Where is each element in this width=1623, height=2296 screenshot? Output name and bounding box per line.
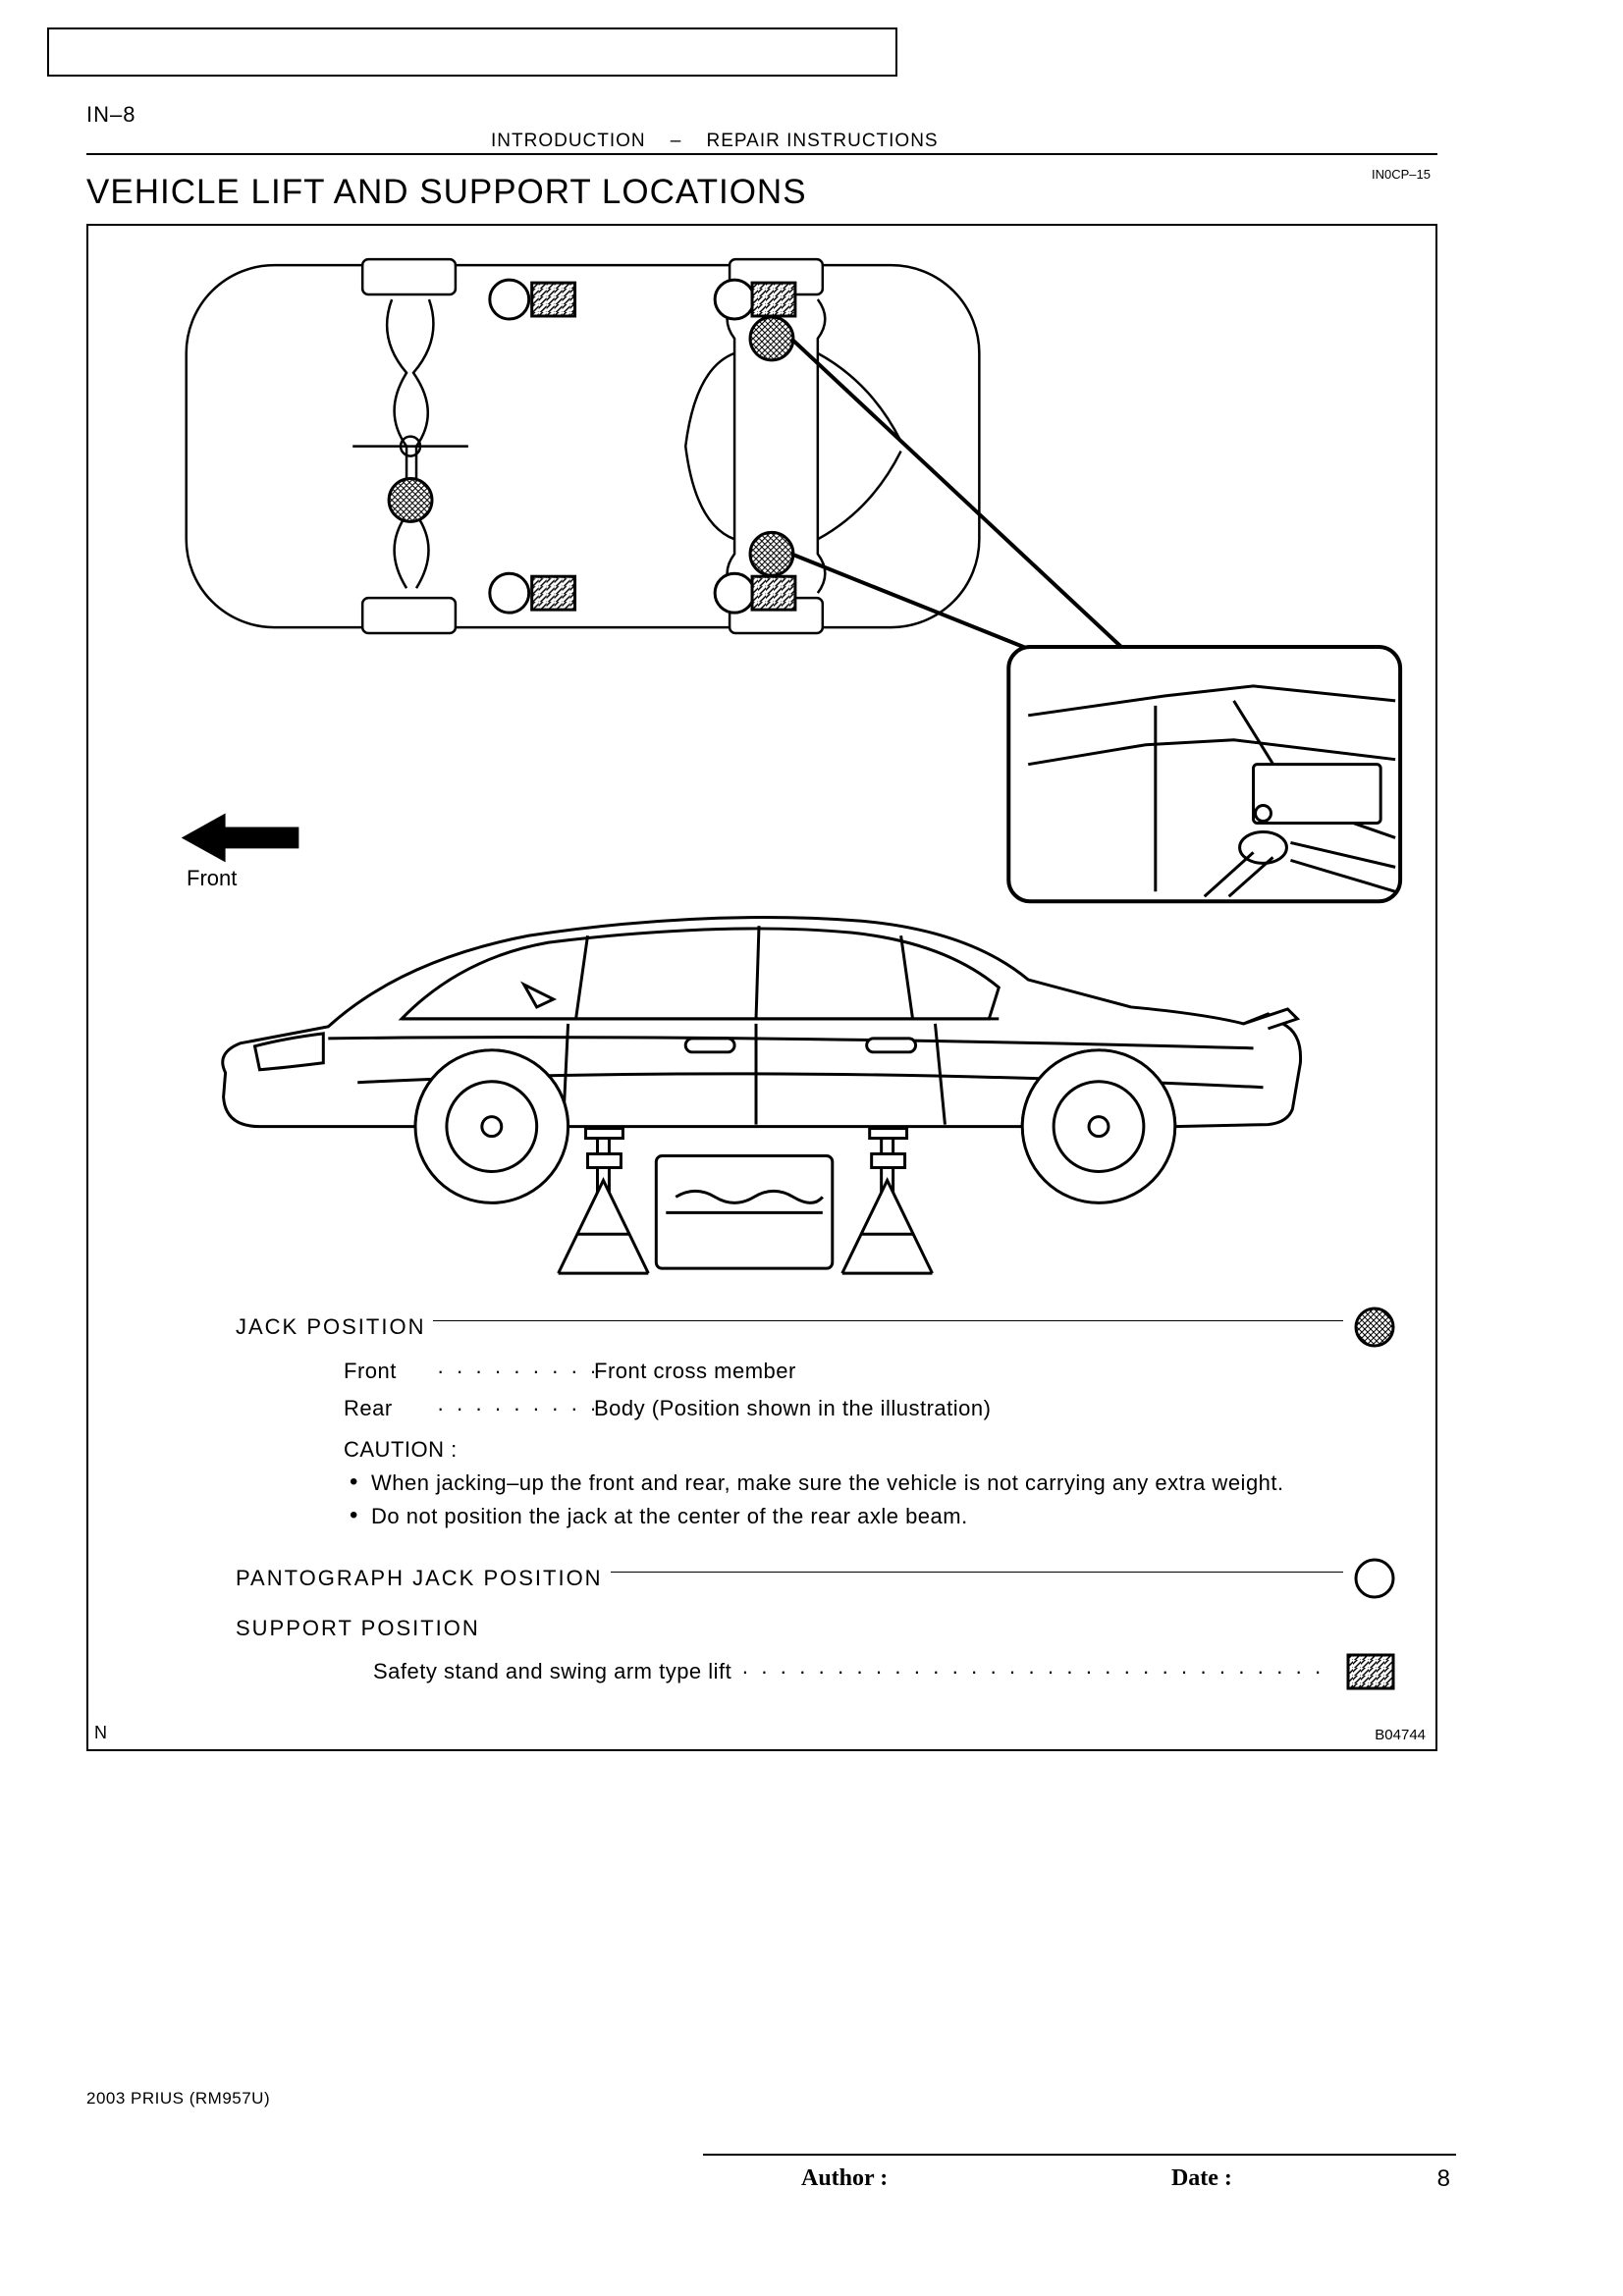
support-heading-row: SUPPORT POSITION bbox=[236, 1612, 1396, 1645]
caution-list: When jacking–up the front and rear, make… bbox=[344, 1467, 1396, 1533]
underside-view bbox=[187, 259, 980, 633]
section-code: IN–8 bbox=[86, 102, 135, 128]
breadcrumb-right: REPAIR INSTRUCTIONS bbox=[706, 131, 938, 151]
jack-stand-front bbox=[559, 1129, 649, 1274]
side-view bbox=[223, 918, 1301, 1274]
heading-rule bbox=[611, 1572, 1343, 1573]
support-text-row: Safety stand and swing arm type lift · ·… bbox=[373, 1652, 1396, 1691]
jack-rear-row: Rear · · · · · · · · · · · Body (Positio… bbox=[344, 1392, 1396, 1425]
caution-label: CAUTION : bbox=[344, 1433, 1396, 1467]
breadcrumb-sep: – bbox=[671, 131, 682, 151]
caution-item: Do not position the jack at the center o… bbox=[344, 1500, 1396, 1533]
footer-author-label: Author : bbox=[801, 2165, 888, 2193]
pantograph-symbol-icon bbox=[1353, 1557, 1396, 1600]
footer-model: 2003 PRIUS (RM957U) bbox=[86, 2089, 270, 2109]
header-rule bbox=[86, 153, 1437, 155]
jack-stand-rear bbox=[842, 1129, 933, 1274]
footer-date-label: Date : bbox=[1171, 2165, 1232, 2193]
leader-dots: · · · · · · · · · · · bbox=[437, 1392, 594, 1425]
pantograph-heading-row: PANTOGRAPH JACK POSITION bbox=[236, 1557, 1396, 1600]
page-title: VEHICLE LIFT AND SUPPORT LOCATIONS bbox=[86, 173, 807, 212]
jack-detail-inset bbox=[1008, 647, 1400, 901]
pantograph-jack bbox=[656, 1156, 832, 1269]
jack-front-row: Front · · · · · · · · · · · Front cross … bbox=[344, 1355, 1396, 1388]
jack-position-heading: JACK POSITION bbox=[236, 1310, 425, 1344]
support-text: Safety stand and swing arm type lift bbox=[373, 1655, 731, 1688]
frame-corner-left: N bbox=[94, 1723, 107, 1743]
doc-code: IN0CP–15 bbox=[1372, 167, 1431, 182]
leader-dots: · · · · · · · · · · · bbox=[437, 1355, 594, 1388]
front-label: Front bbox=[187, 866, 237, 891]
support-heading: SUPPORT POSITION bbox=[236, 1612, 480, 1645]
legend: JACK POSITION Front · · · · · · · · · · … bbox=[236, 1306, 1396, 1691]
breadcrumb: INTRODUCTION – REPAIR INSTRUCTIONS bbox=[491, 131, 939, 152]
caution-block: CAUTION : When jacking–up the front and … bbox=[344, 1433, 1396, 1533]
jack-front-text: Front cross member bbox=[594, 1355, 1396, 1388]
pantograph-heading: PANTOGRAPH JACK POSITION bbox=[236, 1562, 603, 1595]
footer-page-number: 8 bbox=[1437, 2165, 1450, 2193]
breadcrumb-left: INTRODUCTION bbox=[491, 131, 646, 151]
frame-corner-right: B04744 bbox=[1375, 1727, 1426, 1743]
footer-bar: Author : Date : 8 bbox=[703, 2154, 1456, 2193]
jack-rear-text: Body (Position shown in the illustration… bbox=[594, 1392, 1396, 1425]
top-rule-box bbox=[47, 27, 897, 77]
jack-rear-label: Rear bbox=[344, 1392, 437, 1425]
heading-rule bbox=[433, 1320, 1343, 1321]
front-arrow-icon bbox=[182, 814, 299, 863]
jack-position-heading-row: JACK POSITION bbox=[236, 1306, 1396, 1349]
leader-dots: · · · · · · · · · · · · · · · · · · · · … bbox=[741, 1655, 1335, 1688]
diagram-frame: Front JACK POSITION Front · · · · · · · … bbox=[86, 224, 1437, 1751]
support-symbol-icon bbox=[1345, 1652, 1396, 1691]
jack-front-label: Front bbox=[344, 1355, 437, 1388]
jack-symbol-icon bbox=[1353, 1306, 1396, 1349]
caution-item: When jacking–up the front and rear, make… bbox=[344, 1467, 1396, 1500]
